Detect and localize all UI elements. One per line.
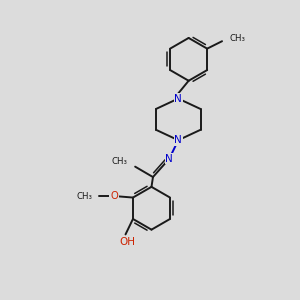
Text: CH₃: CH₃ — [112, 157, 128, 166]
Text: O: O — [110, 191, 118, 201]
Text: N: N — [174, 94, 182, 103]
Text: OH: OH — [119, 237, 135, 247]
Text: N: N — [174, 135, 182, 145]
Text: N: N — [165, 154, 173, 164]
Text: CH₃: CH₃ — [76, 192, 92, 201]
Text: CH₃: CH₃ — [230, 34, 245, 43]
